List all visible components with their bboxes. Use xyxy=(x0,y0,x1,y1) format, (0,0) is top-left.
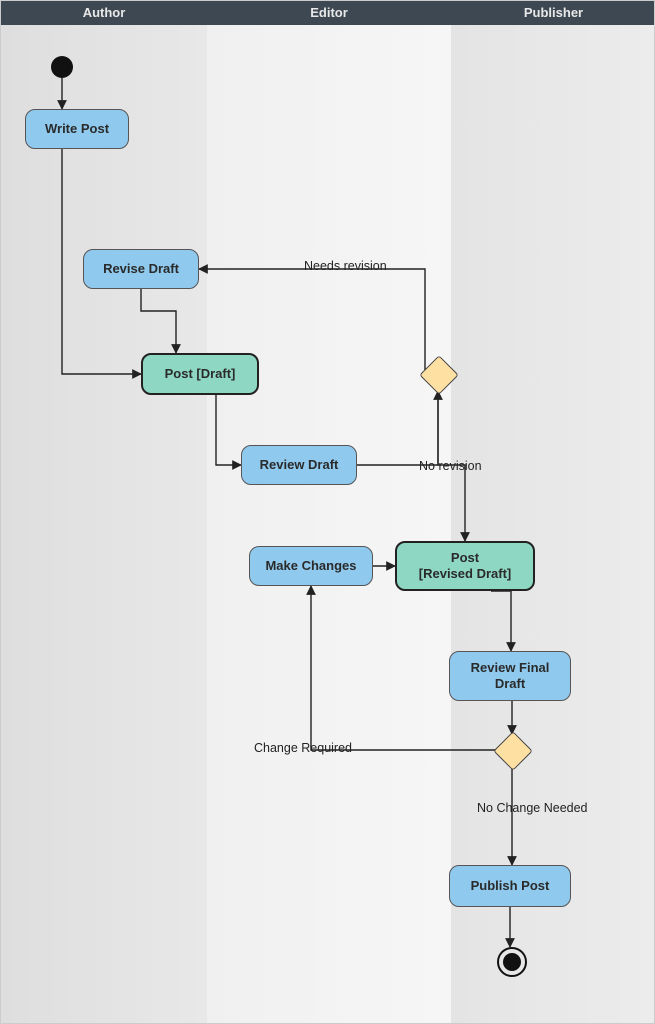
node-post-revised: Post [Revised Draft] xyxy=(395,541,535,591)
node-review-final: Review Final Draft xyxy=(449,651,571,701)
edge-label-no-revision: No revision xyxy=(419,459,482,473)
node-label: Make Changes xyxy=(265,558,356,574)
header-author: Author xyxy=(1,1,207,25)
node-publish-post: Publish Post xyxy=(449,865,571,907)
edge-label-change-required: Change Required xyxy=(254,741,352,755)
start-node xyxy=(51,56,73,78)
edge-label-needs-revision: Needs revision xyxy=(304,259,387,273)
header-editor: Editor xyxy=(207,1,451,25)
node-label: Review Final Draft xyxy=(471,660,550,691)
edge-label-no-change: No Change Needed xyxy=(477,801,588,815)
node-revise-draft: Revise Draft xyxy=(83,249,199,289)
node-label: Review Draft xyxy=(260,457,339,473)
node-review-draft: Review Draft xyxy=(241,445,357,485)
node-label: Revise Draft xyxy=(103,261,179,277)
swimlane-author xyxy=(1,25,208,1023)
swimlane-editor xyxy=(207,25,452,1023)
node-label: Publish Post xyxy=(471,878,550,894)
node-label: Write Post xyxy=(45,121,109,137)
diagram-canvas: Author Editor Publisher Write Post Revis… xyxy=(0,0,655,1024)
node-label: Post [Revised Draft] xyxy=(419,550,511,581)
node-post-draft: Post [Draft] xyxy=(141,353,259,395)
header-publisher: Publisher xyxy=(451,1,655,25)
node-label: Post [Draft] xyxy=(165,366,236,382)
node-write-post: Write Post xyxy=(25,109,129,149)
end-node xyxy=(497,947,527,977)
node-make-changes: Make Changes xyxy=(249,546,373,586)
